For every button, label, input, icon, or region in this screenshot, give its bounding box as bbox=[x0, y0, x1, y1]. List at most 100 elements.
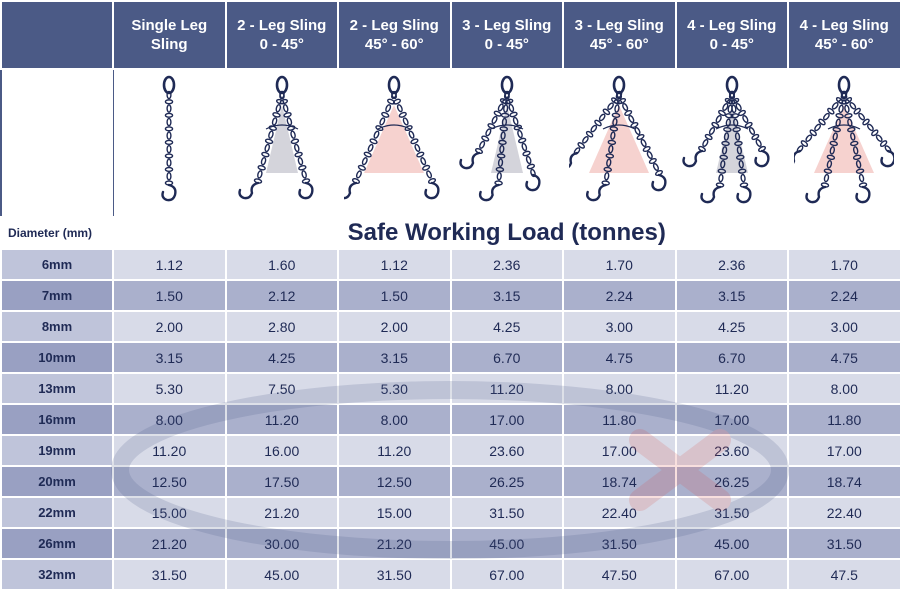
chain-link bbox=[480, 135, 490, 142]
chain-link bbox=[393, 98, 402, 105]
chain-link bbox=[608, 144, 614, 154]
chain-link bbox=[590, 124, 598, 133]
table-row: 32mm 31.50 45.00 31.50 67.00 47.50 67.00 47.5 bbox=[0, 558, 900, 591]
chain-link bbox=[271, 117, 278, 126]
chain-link bbox=[502, 104, 509, 113]
swl-value-cell: 3.15 bbox=[674, 279, 789, 312]
chain-link bbox=[290, 138, 299, 145]
chain-link bbox=[827, 107, 835, 115]
chain-link bbox=[414, 143, 421, 153]
chain-link bbox=[800, 140, 809, 148]
hook-icon bbox=[794, 149, 802, 164]
chain-link bbox=[818, 118, 826, 126]
chain-link bbox=[164, 166, 174, 173]
chain-link bbox=[166, 171, 172, 181]
chain-link bbox=[748, 127, 755, 135]
chain-link bbox=[649, 157, 658, 165]
chain-link bbox=[500, 112, 510, 118]
col-header-4leg-45-60: 4 - Leg Sling 45° - 60° bbox=[787, 0, 900, 70]
hook-icon bbox=[161, 183, 177, 202]
chain-link bbox=[257, 164, 266, 171]
chain-link bbox=[286, 117, 292, 126]
chain-link bbox=[422, 164, 431, 171]
chain-link bbox=[500, 131, 506, 140]
chain-link bbox=[391, 90, 398, 100]
chain-link bbox=[517, 137, 527, 144]
swl-value-cell: 5.30 bbox=[337, 372, 452, 405]
chain-link bbox=[719, 159, 726, 169]
col-header-line2: 0 - 45° bbox=[259, 36, 304, 53]
header-row: Single Leg Sling 2 - Leg Sling 0 - 45° 2 -… bbox=[0, 0, 900, 70]
chain-link bbox=[850, 132, 856, 141]
sling-illustration-3leg-0-45 bbox=[450, 68, 564, 218]
chain-link bbox=[256, 170, 263, 179]
chain-link bbox=[509, 111, 518, 118]
swl-value-cell: 2.24 bbox=[787, 279, 900, 312]
swl-value-cell: 12.50 bbox=[112, 465, 227, 498]
diameter-cell: 13mm bbox=[0, 372, 114, 405]
chain-link bbox=[832, 132, 839, 141]
chain-link bbox=[832, 126, 842, 133]
chain-link bbox=[640, 138, 647, 148]
swl-value-cell: 21.20 bbox=[112, 527, 227, 560]
chain-link bbox=[504, 98, 514, 105]
chain-link bbox=[859, 173, 865, 183]
chain-link bbox=[264, 138, 274, 145]
col-header-line1: Single Leg bbox=[131, 17, 208, 34]
swl-value-cell: 17.00 bbox=[787, 434, 900, 467]
chain-link bbox=[404, 125, 413, 132]
chain-link bbox=[847, 118, 853, 127]
sling-illustration-4leg-0-45 bbox=[675, 68, 789, 218]
hook-icon bbox=[298, 181, 314, 200]
col-header-line2: 0 - 45° bbox=[709, 36, 754, 53]
swl-value-cell: 1.12 bbox=[112, 248, 227, 281]
swl-value-cell: 1.70 bbox=[787, 248, 900, 281]
chain-link bbox=[858, 112, 866, 121]
chain-link bbox=[166, 144, 172, 154]
chain-link bbox=[290, 130, 296, 139]
chain-link bbox=[525, 155, 532, 165]
swl-value-cell: 6.70 bbox=[449, 341, 564, 374]
col-header-line2: 45° - 60° bbox=[814, 36, 874, 53]
col-header-line2: 0 - 45° bbox=[484, 36, 529, 53]
hook-icon bbox=[569, 151, 579, 168]
col-header-line1: 4 - Leg Sling bbox=[799, 17, 889, 34]
swl-value-cell: 6.70 bbox=[674, 341, 789, 374]
chain-link bbox=[496, 171, 502, 181]
swl-value-cell: 31.50 bbox=[449, 496, 564, 529]
chain-link bbox=[485, 128, 492, 137]
header-corner bbox=[0, 0, 114, 70]
chain-link bbox=[586, 130, 594, 138]
chain-link bbox=[260, 151, 270, 158]
chain-link bbox=[582, 136, 589, 144]
chain-link bbox=[294, 151, 303, 158]
chain-link bbox=[826, 154, 836, 161]
swl-value-cell: 11.20 bbox=[449, 372, 564, 405]
swl-value-cell: 8.00 bbox=[337, 403, 452, 436]
illustration-row bbox=[0, 68, 900, 218]
swl-value-cell: 1.12 bbox=[337, 248, 452, 281]
chain-link bbox=[829, 146, 836, 155]
swl-value-cell: 11.20 bbox=[674, 372, 789, 405]
chain-link bbox=[732, 126, 741, 133]
swl-value-cell: 4.25 bbox=[224, 341, 339, 374]
chain-link bbox=[751, 133, 760, 141]
hook-icon bbox=[525, 173, 541, 192]
chain-link bbox=[375, 125, 384, 132]
sling-illustration-2leg-45-60 bbox=[337, 68, 452, 218]
swl-value-cell: 21.20 bbox=[224, 496, 339, 529]
chain-link bbox=[358, 164, 367, 171]
swl-value-cell: 17.00 bbox=[674, 403, 789, 436]
swl-value-cell: 2.36 bbox=[674, 248, 789, 281]
chain-link bbox=[824, 173, 830, 183]
chain-link bbox=[164, 153, 174, 159]
chain-link bbox=[717, 168, 726, 174]
chain-link bbox=[630, 121, 639, 129]
col-header-2leg-0-45: 2 - Leg Sling 0 - 45° bbox=[224, 0, 339, 70]
chain-link bbox=[721, 146, 728, 155]
angle-fan bbox=[589, 105, 650, 173]
col-header-4leg-0-45: 4 - Leg Sling 0 - 45° bbox=[674, 0, 789, 70]
swl-value-cell: 11.20 bbox=[224, 403, 339, 436]
chain-link bbox=[521, 142, 527, 152]
chain-link bbox=[733, 140, 743, 147]
